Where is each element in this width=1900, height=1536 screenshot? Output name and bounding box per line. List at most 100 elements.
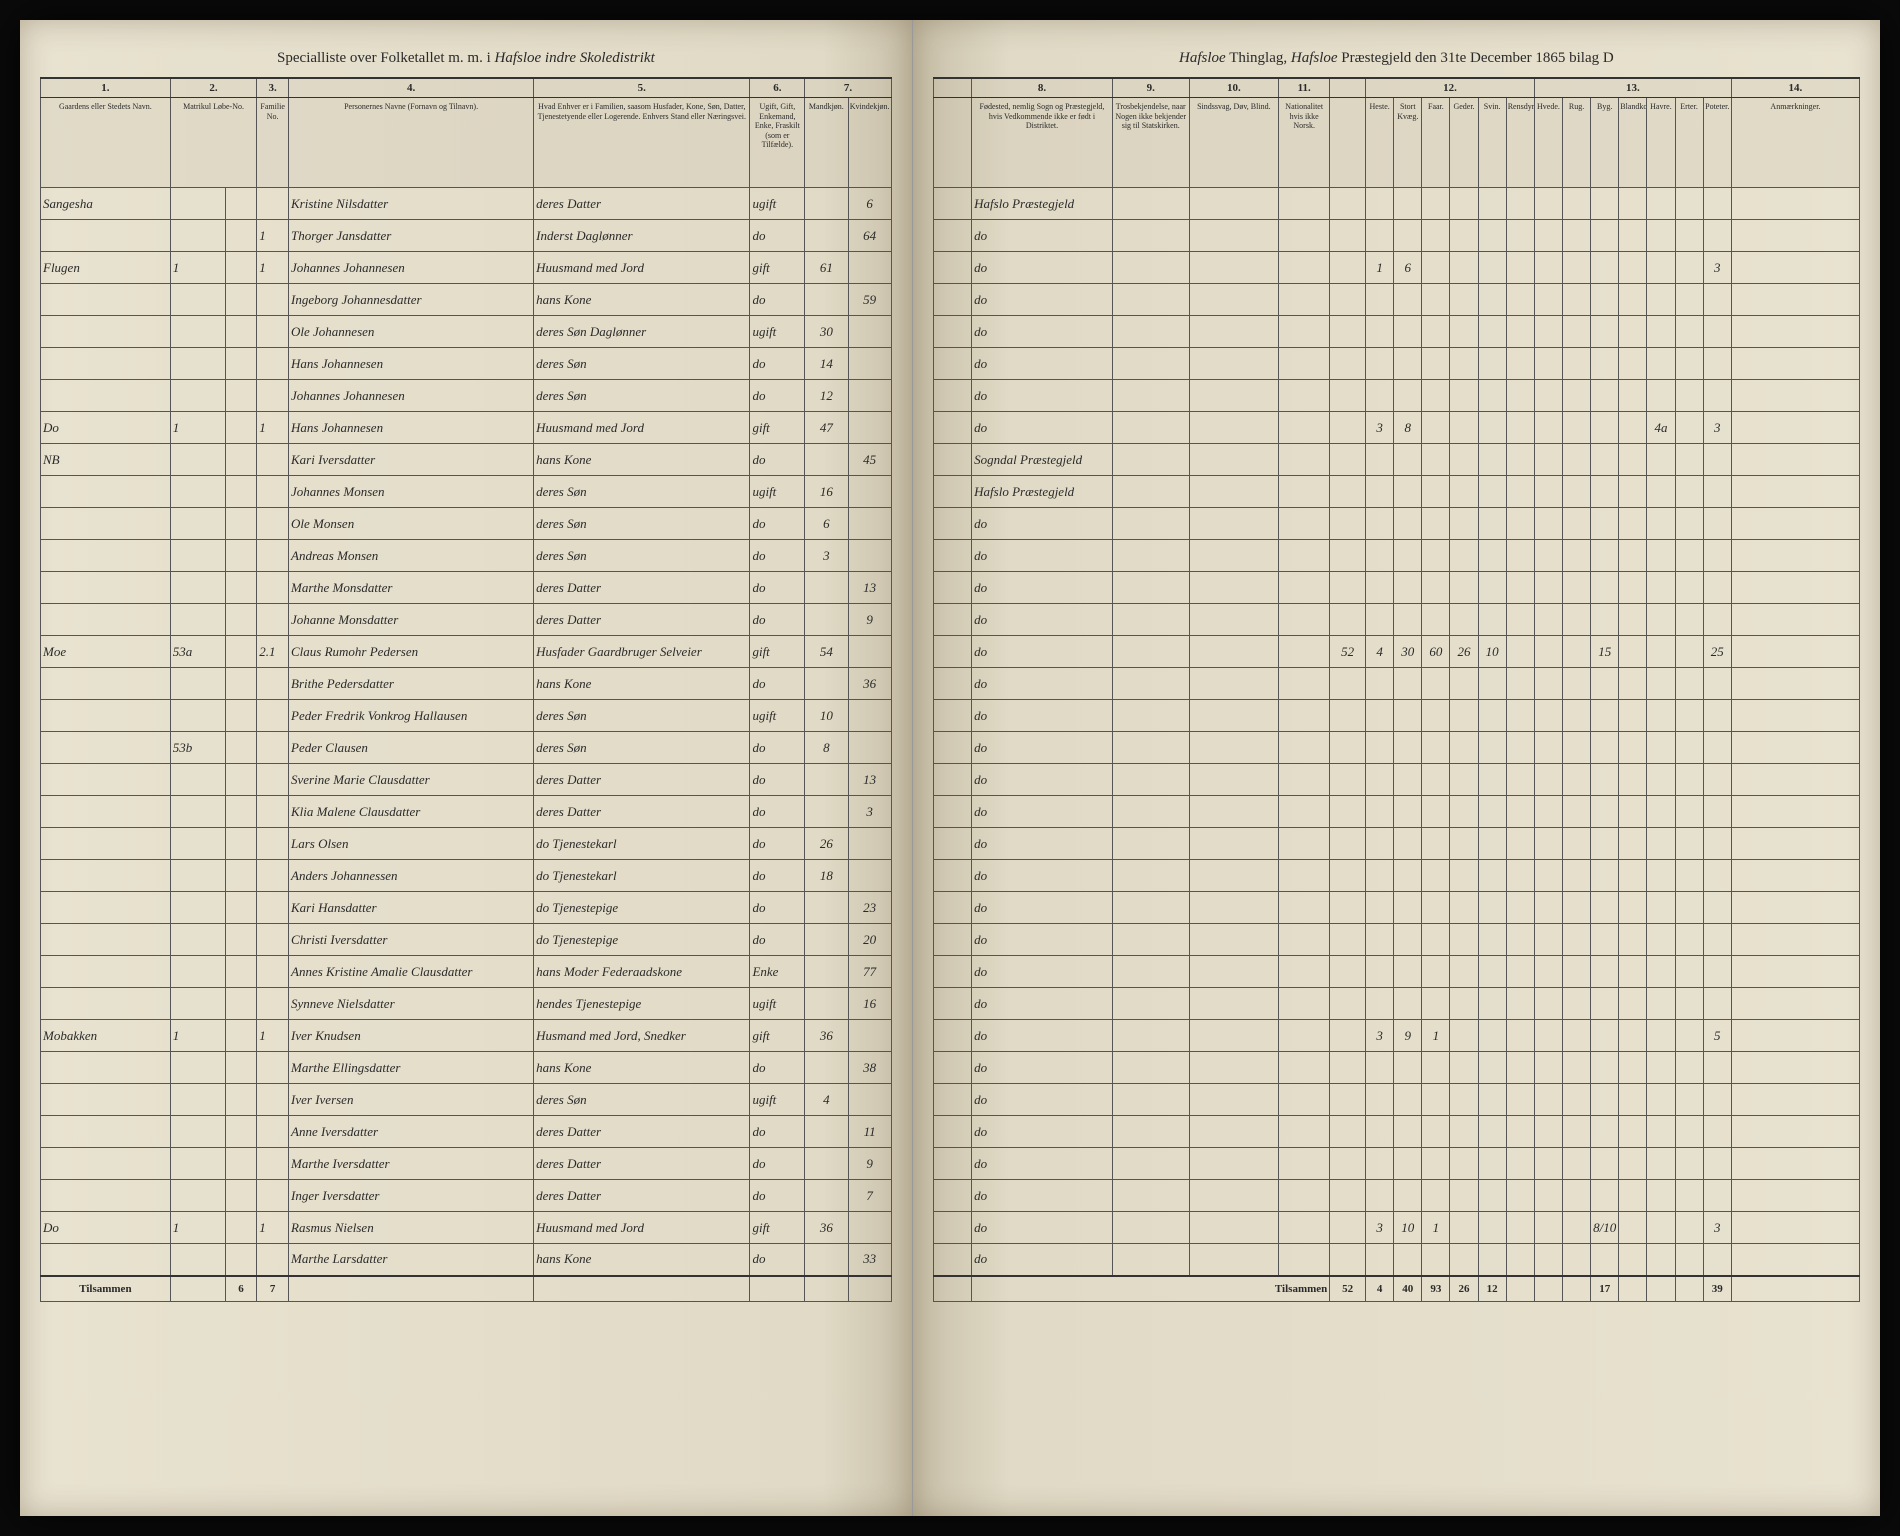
- cell: [933, 860, 971, 892]
- cell: do: [972, 828, 1113, 860]
- cell: 16: [805, 476, 848, 508]
- cell: Lars Olsen: [289, 828, 534, 860]
- cell: [1731, 924, 1859, 956]
- cell: [1478, 668, 1506, 700]
- cell: [1366, 764, 1394, 796]
- cell: 20: [848, 924, 891, 956]
- cell: Huusmand med Jord: [534, 252, 750, 284]
- cell: [257, 924, 289, 956]
- cell: [1647, 252, 1675, 284]
- cell: [1112, 572, 1189, 604]
- table-row: do3915: [933, 1020, 1859, 1052]
- cell: [1450, 988, 1478, 1020]
- cell: [41, 348, 171, 380]
- cell: [1591, 1116, 1619, 1148]
- table-row: 53bPeder Clausenderes Søndo8: [41, 732, 892, 764]
- cell: [1619, 572, 1647, 604]
- cell: [1366, 860, 1394, 892]
- cell: [1647, 828, 1675, 860]
- cell: [1506, 476, 1534, 508]
- cell: [225, 956, 257, 988]
- cell: do: [972, 348, 1113, 380]
- cell: [1478, 188, 1506, 220]
- cell: Ingeborg Johannesdatter: [289, 284, 534, 316]
- cell: [1478, 476, 1506, 508]
- cell: [1675, 1052, 1703, 1084]
- cell: [1450, 252, 1478, 284]
- cell: [1703, 700, 1731, 732]
- rc-9: 9.: [1112, 78, 1189, 98]
- cell: [933, 604, 971, 636]
- cell: 77: [848, 956, 891, 988]
- cell: [1591, 188, 1619, 220]
- h-fam: Familie No.: [257, 98, 289, 188]
- cell: [1506, 668, 1534, 700]
- rf-g: 26: [1450, 1276, 1478, 1302]
- cell: [1330, 540, 1366, 572]
- table-row: do: [933, 796, 1859, 828]
- col-number-row: 1. 2. 3. 4. 5. 6. 7.: [41, 78, 892, 98]
- cell: [1112, 764, 1189, 796]
- cell: [1619, 284, 1647, 316]
- cell: [1394, 284, 1422, 316]
- cell: [41, 1180, 171, 1212]
- cell: [1422, 604, 1450, 636]
- cell: do: [972, 284, 1113, 316]
- cell: [1450, 924, 1478, 956]
- table-row: Do11Hans JohannesenHuusmand med Jordgift…: [41, 412, 892, 444]
- cell: [1330, 476, 1366, 508]
- cell: [1647, 860, 1675, 892]
- cell: [1563, 444, 1591, 476]
- cell: [1619, 252, 1647, 284]
- cell: [1731, 316, 1859, 348]
- cell: [1506, 732, 1534, 764]
- cell: gift: [750, 1212, 805, 1244]
- cell: [1647, 732, 1675, 764]
- cell: [1534, 1148, 1562, 1180]
- cell: Husmand med Jord, Snedker: [534, 1020, 750, 1052]
- cell: [1619, 380, 1647, 412]
- cell: [1478, 988, 1506, 1020]
- cell: [933, 284, 971, 316]
- cell: [1366, 348, 1394, 380]
- cell: deres Datter: [534, 1180, 750, 1212]
- cell: [1330, 796, 1366, 828]
- cell: [848, 732, 891, 764]
- table-row: Johannes Monsenderes Sønugift16: [41, 476, 892, 508]
- cell: 3: [1366, 1212, 1394, 1244]
- cell: do: [972, 988, 1113, 1020]
- cell: [1703, 604, 1731, 636]
- cell: do: [750, 860, 805, 892]
- table-row: do: [933, 1244, 1859, 1276]
- cell: [1619, 956, 1647, 988]
- cell: [1534, 1212, 1562, 1244]
- cell: [1647, 1020, 1675, 1052]
- cell: [1422, 412, 1450, 444]
- cell: [1330, 924, 1366, 956]
- cell: 3: [1703, 412, 1731, 444]
- cell: [1279, 508, 1330, 540]
- cell: [933, 540, 971, 572]
- cell: [225, 412, 257, 444]
- cell: [1731, 220, 1859, 252]
- cell: Hans Johannesen: [289, 348, 534, 380]
- cell: [1563, 988, 1591, 1020]
- cell: [225, 1212, 257, 1244]
- cell: [1189, 508, 1279, 540]
- cell: [225, 540, 257, 572]
- table-row: Brithe Pedersdatterhans Konedo36: [41, 668, 892, 700]
- cell: [1591, 956, 1619, 988]
- cell: [1394, 924, 1422, 956]
- cell: [1675, 508, 1703, 540]
- cell: [1279, 668, 1330, 700]
- cell: [1279, 636, 1330, 668]
- cell: [1330, 284, 1366, 316]
- left-table: 1. 2. 3. 4. 5. 6. 7. Gaardens eller Sted…: [40, 77, 892, 1302]
- cell: [805, 284, 848, 316]
- table-row: do: [933, 508, 1859, 540]
- cell: [1563, 1148, 1591, 1180]
- table-row: do: [933, 1084, 1859, 1116]
- cell: [1394, 988, 1422, 1020]
- cell: [1619, 1180, 1647, 1212]
- cell: [1591, 476, 1619, 508]
